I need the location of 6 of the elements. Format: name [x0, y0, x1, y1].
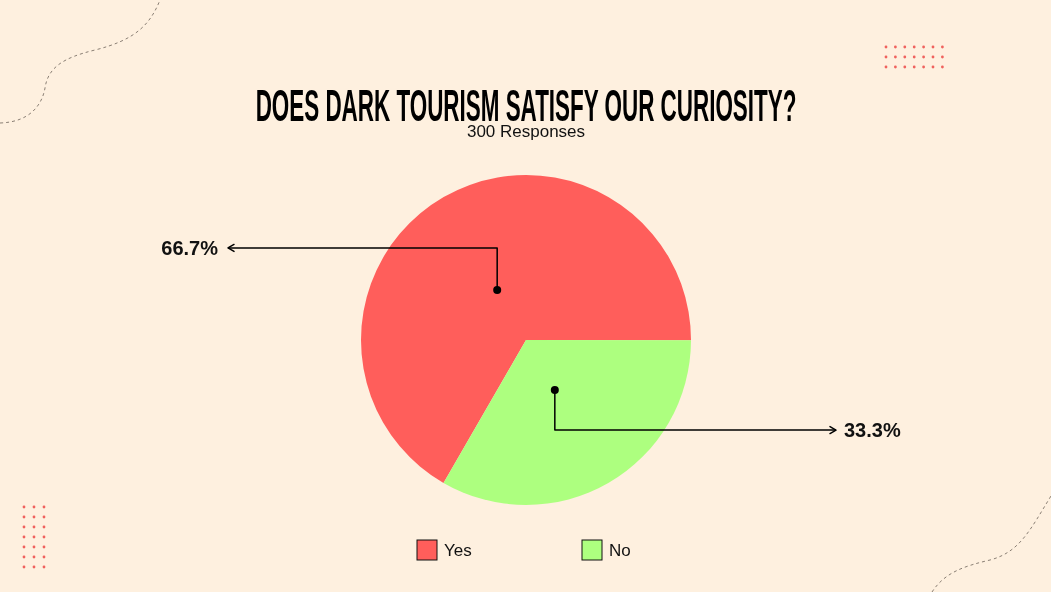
legend-label: No [609, 540, 631, 560]
data-label: 66.7% [161, 236, 219, 259]
data-label: 33.3% [844, 419, 901, 442]
pie-slice [361, 175, 691, 483]
pie-slice [443, 340, 691, 505]
legend-label: Yes [444, 540, 472, 560]
